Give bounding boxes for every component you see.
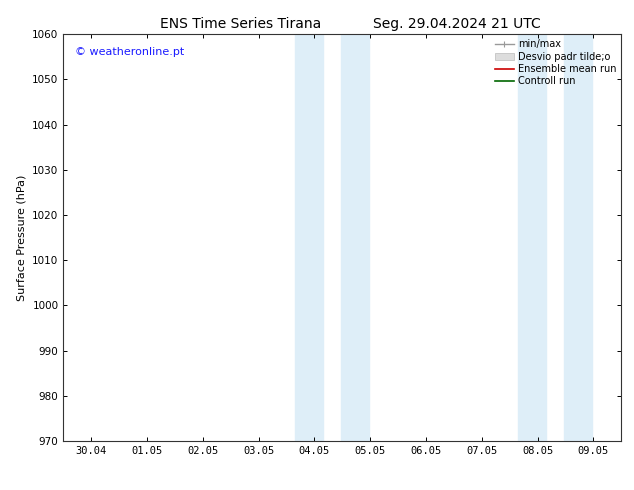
- Bar: [295, 34, 323, 441]
- Y-axis label: Surface Pressure (hPa): Surface Pressure (hPa): [16, 174, 27, 301]
- Text: © weatheronline.pt: © weatheronline.pt: [75, 47, 184, 56]
- Text: ENS Time Series Tirana: ENS Time Series Tirana: [160, 17, 321, 31]
- Text: Seg. 29.04.2024 21 UTC: Seg. 29.04.2024 21 UTC: [373, 17, 540, 31]
- Bar: [518, 34, 546, 441]
- Bar: [341, 34, 369, 441]
- Bar: [564, 34, 592, 441]
- Legend: min/max, Desvio padr tilde;o, Ensemble mean run, Controll run: min/max, Desvio padr tilde;o, Ensemble m…: [493, 37, 618, 88]
